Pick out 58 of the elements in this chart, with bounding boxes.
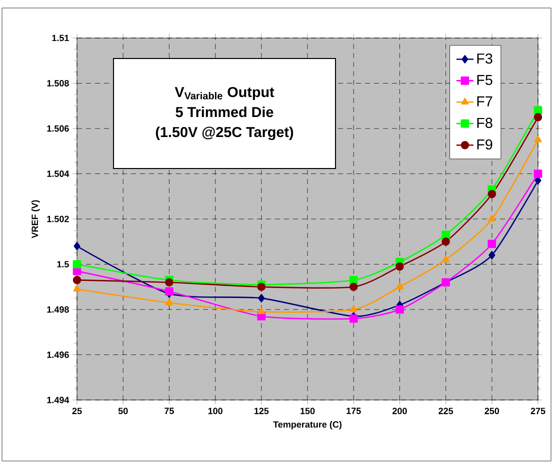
legend-label: F7 — [477, 96, 492, 106]
x-tick-label: 100 — [208, 408, 222, 414]
point — [73, 284, 81, 292]
point — [349, 282, 358, 292]
y-axis-title: VREF (V) — [31, 200, 40, 238]
chart-title: V$_{Variable}$ Output — [174, 86, 274, 100]
annotation: 5 Trimmed Die — [176, 106, 274, 118]
point — [442, 237, 450, 246]
x-tick-label: 25 — [72, 408, 82, 414]
legend-label: F5 — [477, 74, 492, 86]
annotation: (1.50V @25C Target) — [156, 126, 294, 140]
y-tick-label: 1.494 — [47, 396, 70, 404]
point — [488, 251, 496, 260]
y-tick-label: 1.51 — [52, 34, 69, 42]
y-tick-label: 1.496 — [47, 352, 69, 358]
y-tick-label: 1.508 — [47, 80, 69, 86]
point — [72, 276, 82, 284]
point — [349, 276, 358, 284]
y-tick-label: 1.5 — [57, 261, 69, 268]
x-tick-label: 150 — [300, 408, 315, 414]
point — [442, 256, 450, 262]
point — [396, 262, 404, 271]
point — [488, 190, 496, 198]
y-tick-label: 1.504 — [47, 170, 70, 177]
legend-label: F8 — [477, 118, 492, 128]
x-tick-label: 75 — [164, 408, 174, 414]
y-tick-label: 1.506 — [47, 125, 69, 132]
point — [165, 287, 174, 296]
x-tick-label: 175 — [346, 408, 361, 414]
x-tick-label: 275 — [530, 408, 546, 414]
x-tick-label: 250 — [484, 408, 500, 414]
point — [257, 282, 266, 292]
point — [442, 230, 450, 239]
point — [166, 298, 173, 306]
point — [396, 305, 404, 314]
x-tick-label: 50 — [118, 408, 128, 414]
point — [396, 282, 404, 290]
point — [72, 260, 82, 268]
point — [258, 308, 266, 314]
point — [258, 294, 265, 302]
point — [534, 170, 542, 178]
y-tick-label: 1.498 — [47, 306, 69, 313]
point — [488, 214, 496, 222]
y-tick-label: 1.502 — [47, 216, 69, 222]
legend-label: F3 — [477, 53, 492, 64]
x-tick-label: 200 — [392, 408, 407, 414]
point — [350, 305, 358, 312]
point — [534, 106, 542, 115]
point — [488, 240, 496, 248]
x-tick-label: 225 — [438, 408, 454, 414]
x-axis-title: Temperature (C) — [273, 421, 342, 430]
x-tick-label: 125 — [254, 408, 269, 414]
point — [74, 242, 80, 250]
point — [165, 278, 174, 286]
point — [534, 113, 542, 122]
legend-label: F9 — [477, 139, 492, 150]
point — [349, 314, 358, 323]
point — [534, 136, 542, 142]
